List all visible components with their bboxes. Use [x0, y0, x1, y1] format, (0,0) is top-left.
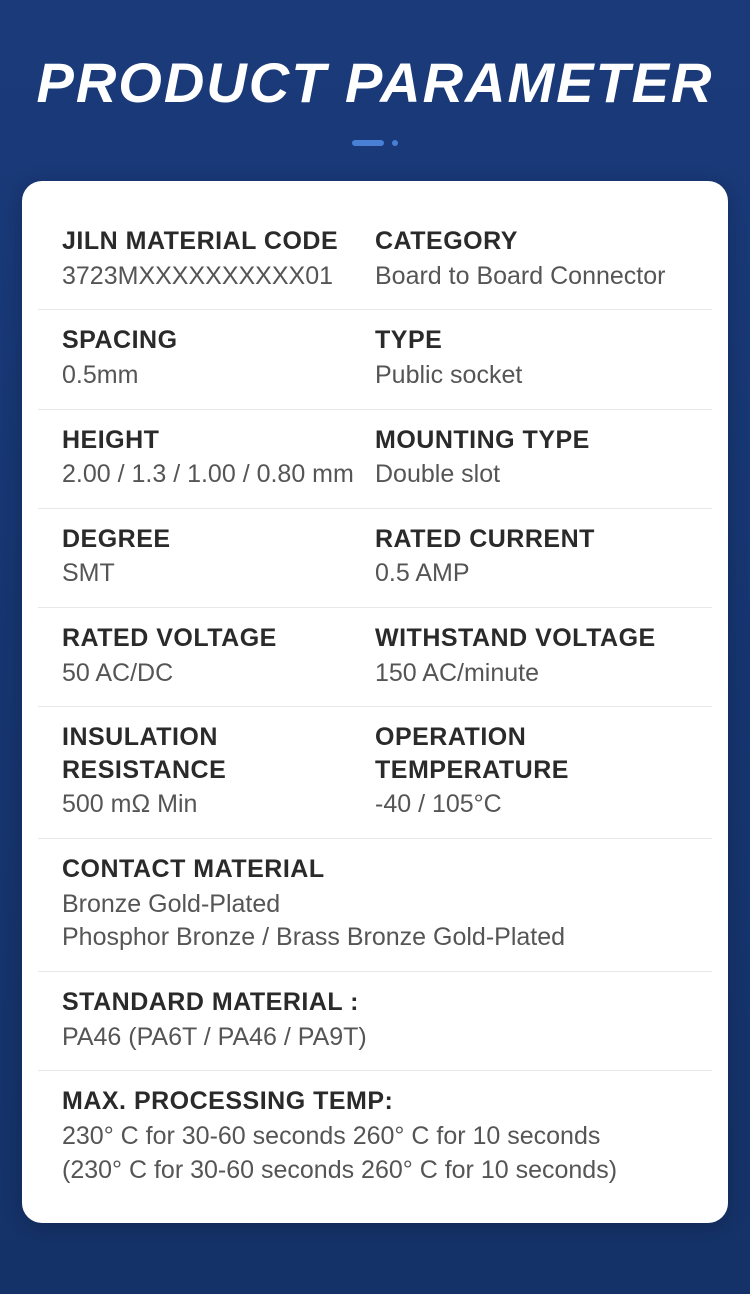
cell-max-processing-temp: MAX. PROCESSING TEMP: 230° C for 30-60 s…	[62, 1085, 688, 1187]
label: RATED VOLTAGE	[62, 622, 375, 655]
label: JILN MATERIAL CODE	[62, 225, 375, 258]
cell-category: CATEGORY Board to Board Connector	[375, 225, 688, 293]
value: 0.5mm	[62, 359, 375, 393]
table-row: STANDARD MATERIAL : PA46 (PA6T / PA46 / …	[38, 972, 712, 1071]
cell-mounting-type: MOUNTING TYPE Double slot	[375, 424, 688, 492]
table-row: SPACING 0.5mm TYPE Public socket	[38, 310, 712, 409]
value: 0.5 AMP	[375, 557, 688, 591]
value: PA46 (PA6T / PA46 / PA9T)	[62, 1021, 688, 1055]
divider-bar	[352, 140, 384, 146]
table-row: INSULATION RESISTANCE 500 mΩ Min OPERATI…	[38, 707, 712, 839]
cell-contact-material: CONTACT MATERIAL Bronze Gold-Plated Phos…	[62, 853, 688, 955]
value: Public socket	[375, 359, 688, 393]
value: Board to Board Connector	[375, 260, 688, 294]
value: Bronze Gold-Plated Phosphor Bronze / Bra…	[62, 888, 688, 956]
cell-insulation-resistance: INSULATION RESISTANCE 500 mΩ Min	[62, 721, 375, 822]
cell-height: HEIGHT 2.00 / 1.3 / 1.00 / 0.80 mm	[62, 424, 375, 492]
table-row: HEIGHT 2.00 / 1.3 / 1.00 / 0.80 mm MOUNT…	[38, 410, 712, 509]
label: MAX. PROCESSING TEMP:	[62, 1085, 688, 1118]
value: SMT	[62, 557, 375, 591]
page-title: PRODUCT PARAMETER	[0, 0, 750, 115]
cell-degree: DEGREE SMT	[62, 523, 375, 591]
label: MOUNTING TYPE	[375, 424, 688, 457]
label: STANDARD MATERIAL :	[62, 986, 688, 1019]
label: DEGREE	[62, 523, 375, 556]
table-row: DEGREE SMT RATED CURRENT 0.5 AMP	[38, 509, 712, 608]
cell-type: TYPE Public socket	[375, 324, 688, 392]
cell-material-code: JILN MATERIAL CODE 3723MXXXXXXXXXX01	[62, 225, 375, 293]
cell-standard-material: STANDARD MATERIAL : PA46 (PA6T / PA46 / …	[62, 986, 688, 1054]
value: 50 AC/DC	[62, 657, 375, 691]
table-row: JILN MATERIAL CODE 3723MXXXXXXXXXX01 CAT…	[38, 211, 712, 310]
value: 3723MXXXXXXXXXX01	[62, 260, 375, 294]
value: 500 mΩ Min	[62, 788, 375, 822]
label: WITHSTAND VOLTAGE	[375, 622, 688, 655]
cell-spacing: SPACING 0.5mm	[62, 324, 375, 392]
divider-dot	[392, 140, 398, 146]
parameter-card: JILN MATERIAL CODE 3723MXXXXXXXXXX01 CAT…	[22, 181, 728, 1223]
cell-withstand-voltage: WITHSTAND VOLTAGE 150 AC/minute	[375, 622, 688, 690]
cell-operation-temperature: OPERATION TEMPERATURE -40 / 105°C	[375, 721, 688, 822]
label: OPERATION TEMPERATURE	[375, 721, 688, 786]
label: CONTACT MATERIAL	[62, 853, 688, 886]
label: RATED CURRENT	[375, 523, 688, 556]
label: HEIGHT	[62, 424, 375, 457]
value: 150 AC/minute	[375, 657, 688, 691]
table-row: MAX. PROCESSING TEMP: 230° C for 30-60 s…	[38, 1071, 712, 1203]
title-divider	[0, 140, 750, 146]
label: CATEGORY	[375, 225, 688, 258]
table-row: RATED VOLTAGE 50 AC/DC WITHSTAND VOLTAGE…	[38, 608, 712, 707]
label: INSULATION RESISTANCE	[62, 721, 375, 786]
value: Double slot	[375, 458, 688, 492]
label: SPACING	[62, 324, 375, 357]
value: -40 / 105°C	[375, 788, 688, 822]
value: 230° C for 30-60 seconds 260° C for 10 s…	[62, 1120, 688, 1188]
table-row: CONTACT MATERIAL Bronze Gold-Plated Phos…	[38, 839, 712, 972]
value: 2.00 / 1.3 / 1.00 / 0.80 mm	[62, 458, 375, 492]
cell-rated-current: RATED CURRENT 0.5 AMP	[375, 523, 688, 591]
cell-rated-voltage: RATED VOLTAGE 50 AC/DC	[62, 622, 375, 690]
label: TYPE	[375, 324, 688, 357]
